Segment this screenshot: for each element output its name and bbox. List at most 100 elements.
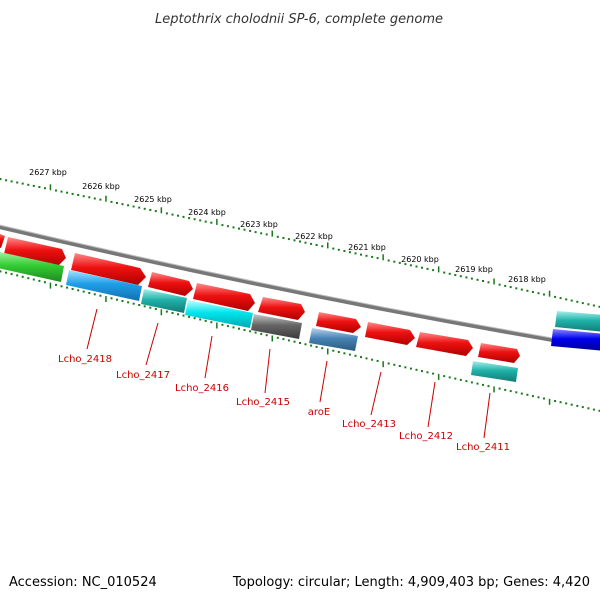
minor-tick — [10, 180, 13, 183]
minor-tick — [404, 263, 407, 266]
minor-tick — [387, 362, 390, 365]
gene-feature[interactable] — [4, 237, 66, 266]
minor-tick — [293, 239, 296, 242]
gene-label[interactable]: Lcho_2413 — [342, 419, 396, 430]
minor-tick — [310, 242, 313, 245]
minor-tick — [138, 206, 141, 209]
minor-tick — [315, 244, 318, 246]
gene-feature[interactable] — [185, 300, 253, 328]
major-tick — [382, 361, 384, 368]
minor-tick — [221, 224, 224, 227]
minor-tick — [121, 203, 124, 206]
minor-tick — [337, 351, 340, 353]
gene-feature[interactable] — [251, 314, 302, 339]
rna-feature[interactable] — [0, 252, 64, 282]
minor-tick — [559, 401, 562, 404]
minor-tick — [149, 209, 152, 211]
gene-feature[interactable] — [71, 253, 146, 285]
gene-feature[interactable] — [471, 361, 518, 382]
gene-feature[interactable] — [66, 270, 142, 301]
minor-tick — [465, 276, 468, 279]
gene-feature[interactable] — [316, 312, 361, 333]
minor-tick — [310, 344, 313, 347]
minor-tick — [21, 275, 24, 278]
major-tick — [49, 282, 52, 289]
minor-tick — [204, 220, 207, 223]
reverse-strand-features — [0, 252, 302, 339]
gene-label[interactable]: Lcho_2418 — [58, 354, 112, 365]
minor-tick — [421, 266, 423, 269]
minor-tick — [565, 402, 568, 405]
genome-backbone-highlight — [0, 224, 600, 347]
gene-feature[interactable] — [309, 328, 358, 351]
minor-tick — [77, 194, 80, 196]
gene-feature[interactable] — [551, 329, 600, 351]
gene-feature[interactable] — [193, 283, 255, 311]
major-tick — [160, 309, 163, 316]
forward-strand-features — [0, 232, 305, 320]
minor-tick — [110, 200, 113, 203]
minor-tick — [487, 281, 490, 284]
minor-tick — [360, 356, 362, 359]
gene-label-leaders — [86, 308, 491, 439]
major-tick — [493, 278, 495, 285]
major-tick — [105, 195, 107, 202]
gene-feature[interactable] — [141, 289, 187, 313]
gene-label[interactable]: aroE — [308, 407, 330, 418]
minor-tick — [10, 273, 13, 276]
gene-feature[interactable] — [555, 311, 600, 332]
kbp-label: 2624 kbp — [188, 208, 226, 217]
minor-tick — [459, 275, 462, 278]
gene-label[interactable]: Lcho_2417 — [116, 370, 170, 381]
minor-tick — [5, 179, 8, 182]
minor-tick — [398, 261, 401, 264]
kbp-label: 2623 kbp — [240, 220, 278, 229]
leader-line — [427, 381, 436, 428]
minor-tick — [93, 293, 96, 296]
major-tick — [548, 290, 551, 297]
minor-tick — [204, 319, 207, 322]
gene-feature[interactable] — [365, 322, 415, 345]
major-tick — [437, 266, 440, 273]
minor-tick — [132, 302, 135, 305]
gene-label[interactable]: Lcho_2412 — [399, 431, 453, 442]
gene-feature[interactable] — [0, 232, 5, 248]
gene-label[interactable]: Lcho_2415 — [236, 397, 290, 408]
minor-tick — [426, 267, 429, 270]
gene-feature[interactable] — [416, 332, 473, 356]
gene-label[interactable]: Lcho_2411 — [456, 442, 510, 453]
minor-tick — [482, 280, 484, 282]
minor-tick — [38, 186, 41, 188]
minor-tick — [587, 407, 590, 410]
minor-tick — [0, 178, 2, 181]
minor-tick — [282, 338, 285, 341]
gene-feature[interactable] — [258, 297, 305, 320]
gene-feature[interactable] — [478, 343, 520, 363]
kbp-label: 2626 kbp — [82, 182, 120, 191]
minor-tick — [448, 376, 451, 379]
minor-tick — [66, 191, 69, 194]
minor-tick — [210, 221, 213, 224]
minor-tick — [509, 286, 512, 289]
minor-tick — [487, 385, 490, 388]
minor-tick — [32, 278, 35, 281]
minor-tick — [254, 331, 257, 334]
minor-tick — [88, 292, 91, 294]
minor-tick — [55, 189, 57, 192]
minor-tick — [354, 354, 357, 357]
minor-tick — [43, 281, 46, 284]
minor-tick — [260, 332, 263, 335]
gene-feature[interactable] — [148, 272, 193, 296]
minor-tick — [127, 301, 130, 304]
minor-tick — [426, 371, 429, 374]
gene-label[interactable]: Lcho_2416 — [175, 383, 229, 394]
minor-tick — [598, 305, 600, 308]
major-tick — [493, 386, 495, 393]
minor-tick — [93, 197, 96, 200]
major-tick — [327, 242, 329, 249]
gene-labels: Lcho_2418 Lcho_2417 Lcho_2416 Lcho_2415 … — [58, 354, 510, 453]
minor-tick — [282, 237, 285, 239]
minor-tick — [554, 400, 557, 402]
minor-tick — [443, 271, 446, 274]
